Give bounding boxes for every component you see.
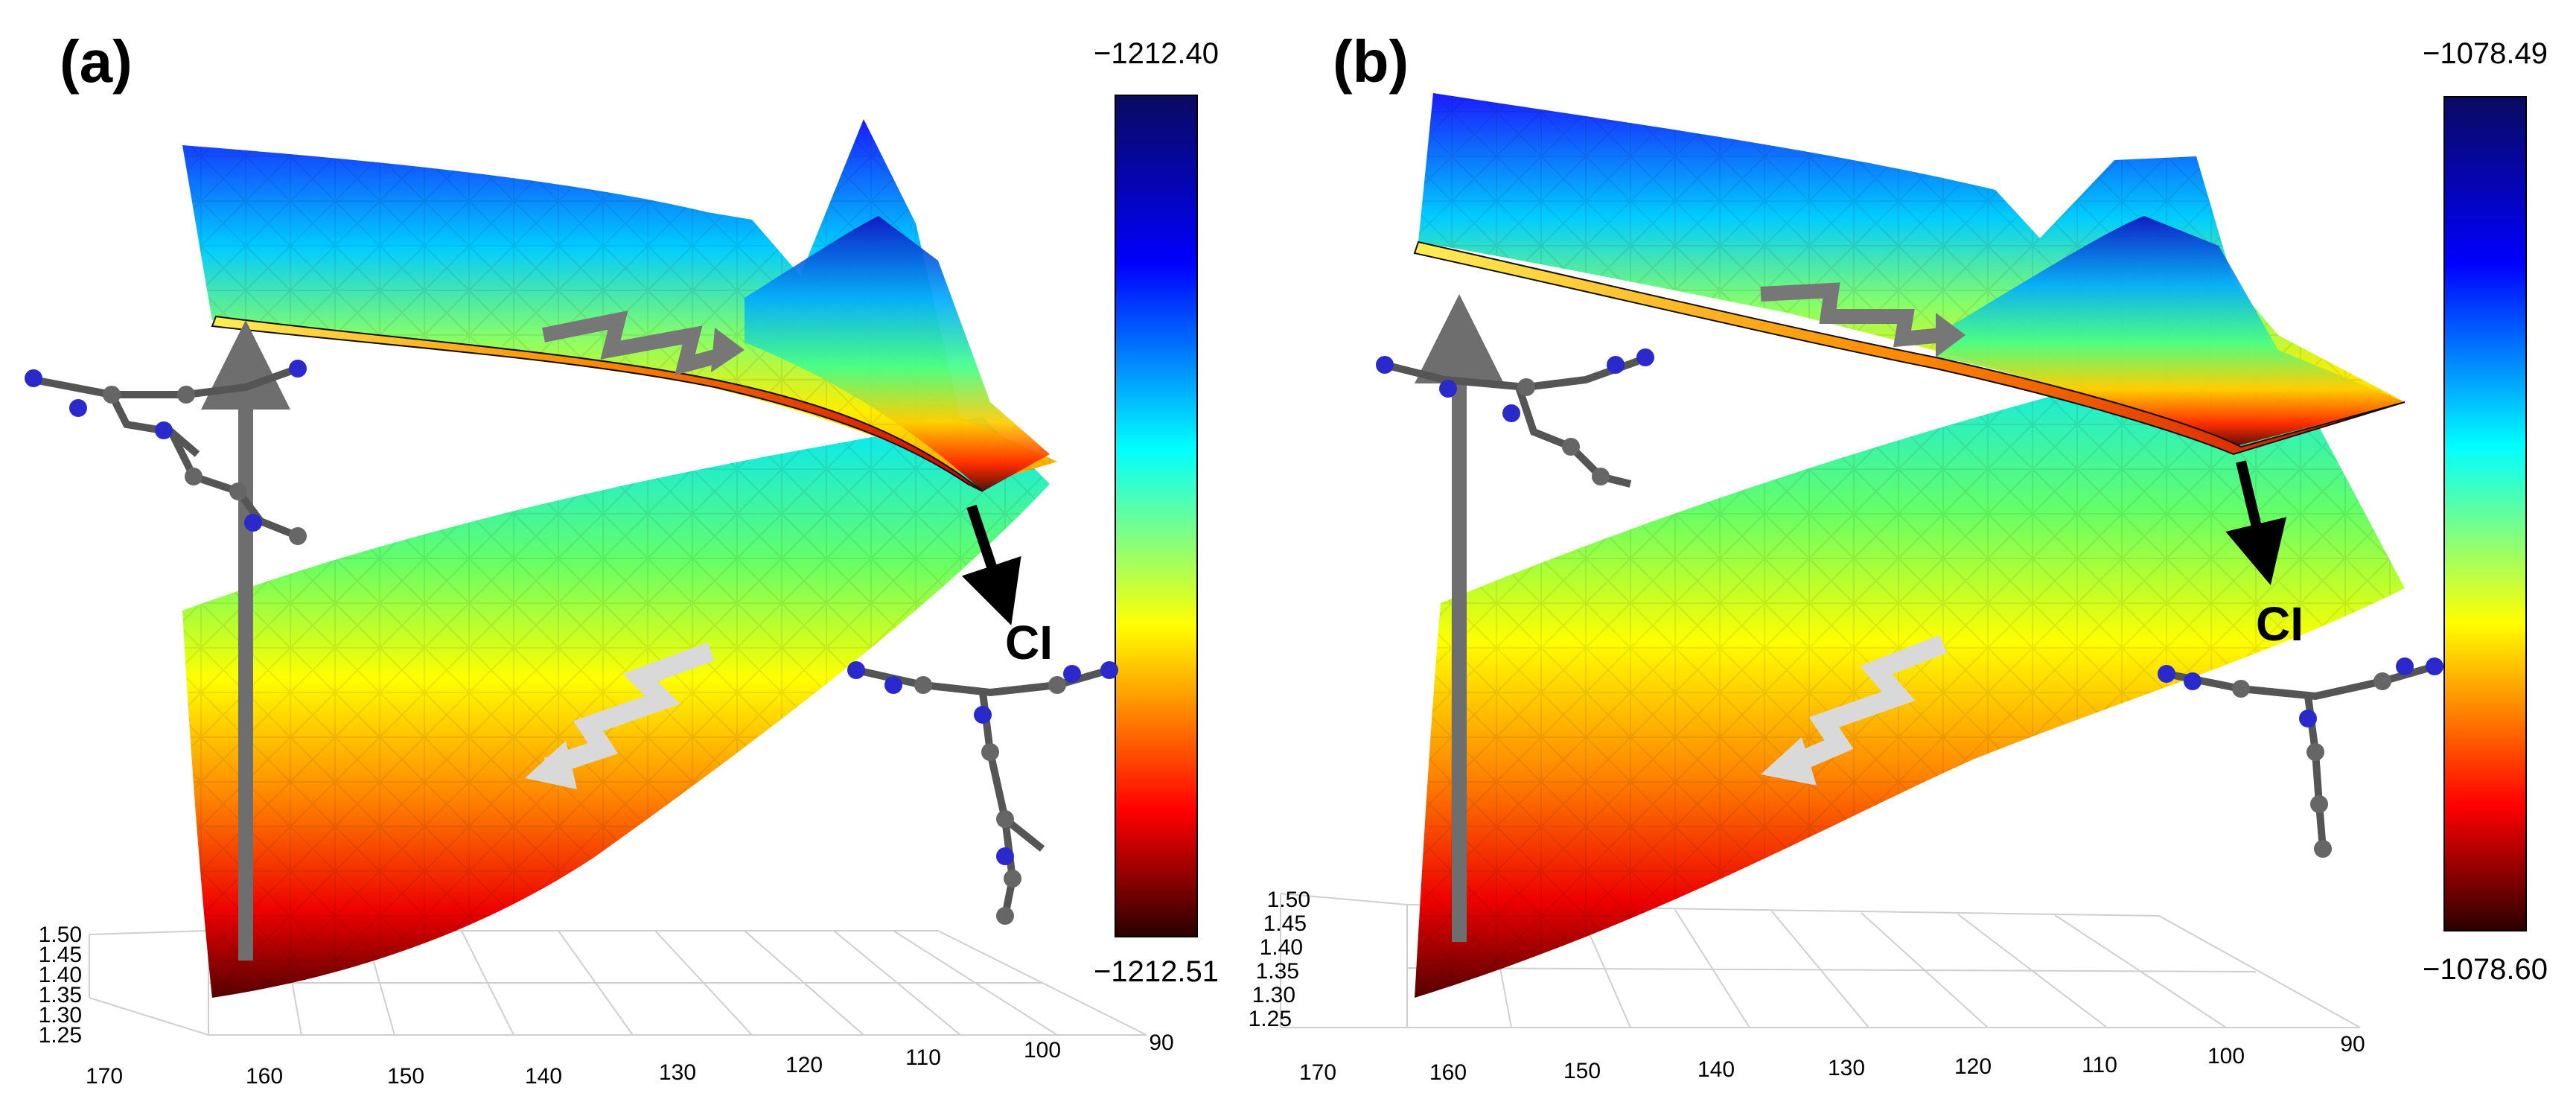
- x-tick: 110: [2082, 1053, 2117, 1077]
- panel-label: (a): [60, 28, 133, 95]
- z-tick: 1.45: [1263, 911, 1307, 936]
- z-tick: 1.30: [39, 1003, 82, 1028]
- x-tick: 120: [785, 1053, 823, 1077]
- x-tick: 140: [1697, 1057, 1735, 1082]
- z-tick: 1.40: [39, 963, 82, 987]
- zigzag-arrow-lower: [1782, 634, 1947, 776]
- ci-arrow: [2225, 460, 2287, 585]
- x-tick: 160: [1429, 1060, 1467, 1085]
- x-tick: 150: [1563, 1059, 1601, 1083]
- z-tick: 1.35: [39, 983, 82, 1007]
- x-tick: 160: [246, 1064, 283, 1089]
- x-tick: 110: [905, 1045, 941, 1070]
- x-tick: 170: [86, 1064, 123, 1089]
- z-tick: 1.50: [1267, 888, 1310, 912]
- colorbar-max-label: −1078.49: [2423, 37, 2548, 70]
- ci-label: CI: [1005, 616, 1053, 669]
- panel-b: (b) −1078.49 −1078.60: [1249, 28, 2548, 1085]
- x-tick: 170: [1299, 1060, 1336, 1085]
- x-tick: 100: [1024, 1038, 1061, 1063]
- ci-label: CI: [2256, 597, 2304, 651]
- z-tick: 1.40: [1260, 935, 1303, 960]
- colorbar: [1115, 95, 1198, 937]
- colorbar-max-label: −1212.40: [1094, 37, 1219, 70]
- panel-label: (b): [1333, 28, 1409, 95]
- z-tick: 1.50: [39, 923, 82, 947]
- x-tick: 140: [525, 1064, 562, 1089]
- z-tick: 1.25: [39, 1023, 82, 1048]
- intersection-peak: [1936, 216, 2405, 447]
- intersection-peak: [745, 216, 1050, 491]
- x-tick: 100: [2207, 1044, 2245, 1068]
- zigzag-arrow-upper: [1760, 282, 1944, 348]
- z-tick: 1.30: [1252, 983, 1295, 1007]
- z-tick: 1.25: [1249, 1007, 1292, 1031]
- z-tick: 1.45: [39, 943, 82, 967]
- z-tick: 1.35: [1256, 959, 1299, 984]
- x-tick: 130: [659, 1060, 696, 1085]
- molecule-right: [2158, 657, 2443, 858]
- colorbar-min-label: −1212.51: [1094, 955, 1219, 988]
- colorbar-min-label: −1078.60: [2423, 953, 2548, 986]
- x-tick: 90: [1149, 1031, 1173, 1055]
- molecule-right: [847, 661, 1118, 925]
- zigzag-arrow-upper: [542, 310, 728, 376]
- molecule-left: [25, 360, 307, 545]
- colorbar: [2443, 96, 2527, 931]
- zigzag-arrow-lower: [543, 642, 715, 777]
- x-tick: 150: [387, 1064, 424, 1089]
- ci-arrow: [961, 504, 1021, 625]
- x-tick: 130: [1828, 1056, 1865, 1080]
- x-tick: 120: [1954, 1054, 1992, 1079]
- seam-ribbon: [1413, 241, 2406, 456]
- molecule-left: [1376, 348, 1654, 488]
- x-tick: 90: [2340, 1032, 2365, 1057]
- panel-a: (a): [25, 28, 1219, 1089]
